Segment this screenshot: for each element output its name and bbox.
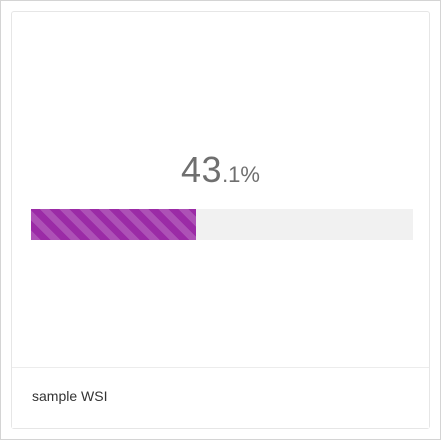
card-body: 43.1% — [12, 12, 429, 367]
progress-card[interactable]: 43.1% sample WSI — [11, 11, 430, 429]
progress-bar-fill — [31, 209, 196, 240]
progress-fraction: .1% — [222, 162, 260, 187]
dataset-name-label: sample WSI — [32, 388, 108, 404]
progress-integer: 43 — [181, 149, 223, 190]
card-footer: sample WSI — [12, 367, 429, 428]
progress-percentage: 43.1% — [12, 152, 429, 188]
progress-bar-track — [31, 209, 413, 240]
